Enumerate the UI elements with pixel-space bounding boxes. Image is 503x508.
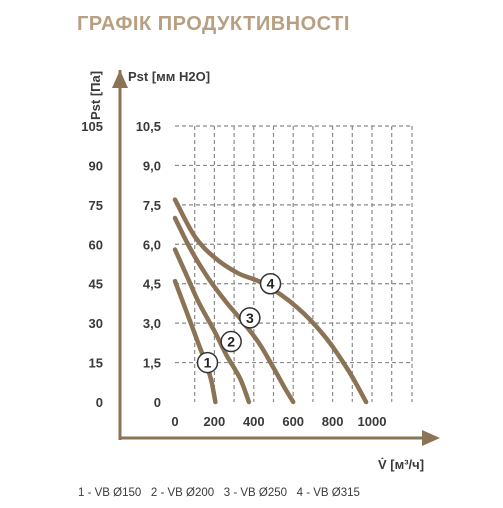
series-line-2 [172,247,252,405]
y-tick-label-left: 30 [89,316,103,331]
x-axis-label: V̇ [м³/ч] [378,457,424,472]
y-tick-label-left: 90 [89,158,103,173]
y-tick-label-right: 0 [154,395,161,410]
series-marker-1 [196,351,219,374]
y-tick-label-right: 3,0 [143,316,161,331]
series-marker-2 [220,330,242,353]
y-tick-label-right: 6,0 [143,237,161,252]
y-tick-label-left: 45 [89,277,103,292]
series-marker-3 [239,307,261,329]
y-tick-label-left: 75 [89,198,103,213]
legend: 1 - VB Ø150 2 - VB Ø200 3 - VB Ø250 4 - … [78,487,360,499]
x-tick-label: 200 [204,414,226,429]
y-axis-label-right: Pst [мм H2O] [128,69,210,84]
tick-labels: Pst [Па] Pst [мм H2O]V̇ [м³/ч]0 015 1,530 3,… [81,69,424,472]
y-tick-label-right: 4,5 [143,277,161,292]
axes [112,70,440,446]
series-marker-label-2: 2 [227,334,235,350]
y-tick-label-left: 105 [81,119,103,134]
y-tick-label-right: 10,5 [136,119,161,134]
x-axis-arrow [422,430,440,446]
series-marker-label-4: 4 [267,276,275,292]
series-marker-4 [259,272,282,295]
y-tick-label-right: 7,5 [143,198,161,213]
x-tick-label: 600 [282,414,304,429]
x-tick-label: 0 [171,414,178,429]
y-tick-label-left: 60 [89,237,103,252]
y-axis-arrow [112,70,128,88]
y-tick-label-left: 0 [96,395,103,410]
series-markers: 123 4 [196,272,282,374]
chart-title: ГРАФІК ПРОДУКТИВНОСТІ [77,13,350,35]
x-tick-label: 1000 [358,414,387,429]
series-marker-label-1: 1 [204,355,212,371]
y-tick-label-left: 15 [89,356,103,371]
y-tick-label-right: 1,5 [143,356,161,371]
x-tick-label: 800 [322,414,344,429]
y-axis-label-left: Pst [Па] [88,71,103,120]
x-tick-label: 400 [243,414,265,429]
grid [175,125,413,402]
y-tick-label-right: 9,0 [143,158,161,173]
series-marker-label-3: 3 [246,310,254,326]
series-line-1 [172,278,218,405]
